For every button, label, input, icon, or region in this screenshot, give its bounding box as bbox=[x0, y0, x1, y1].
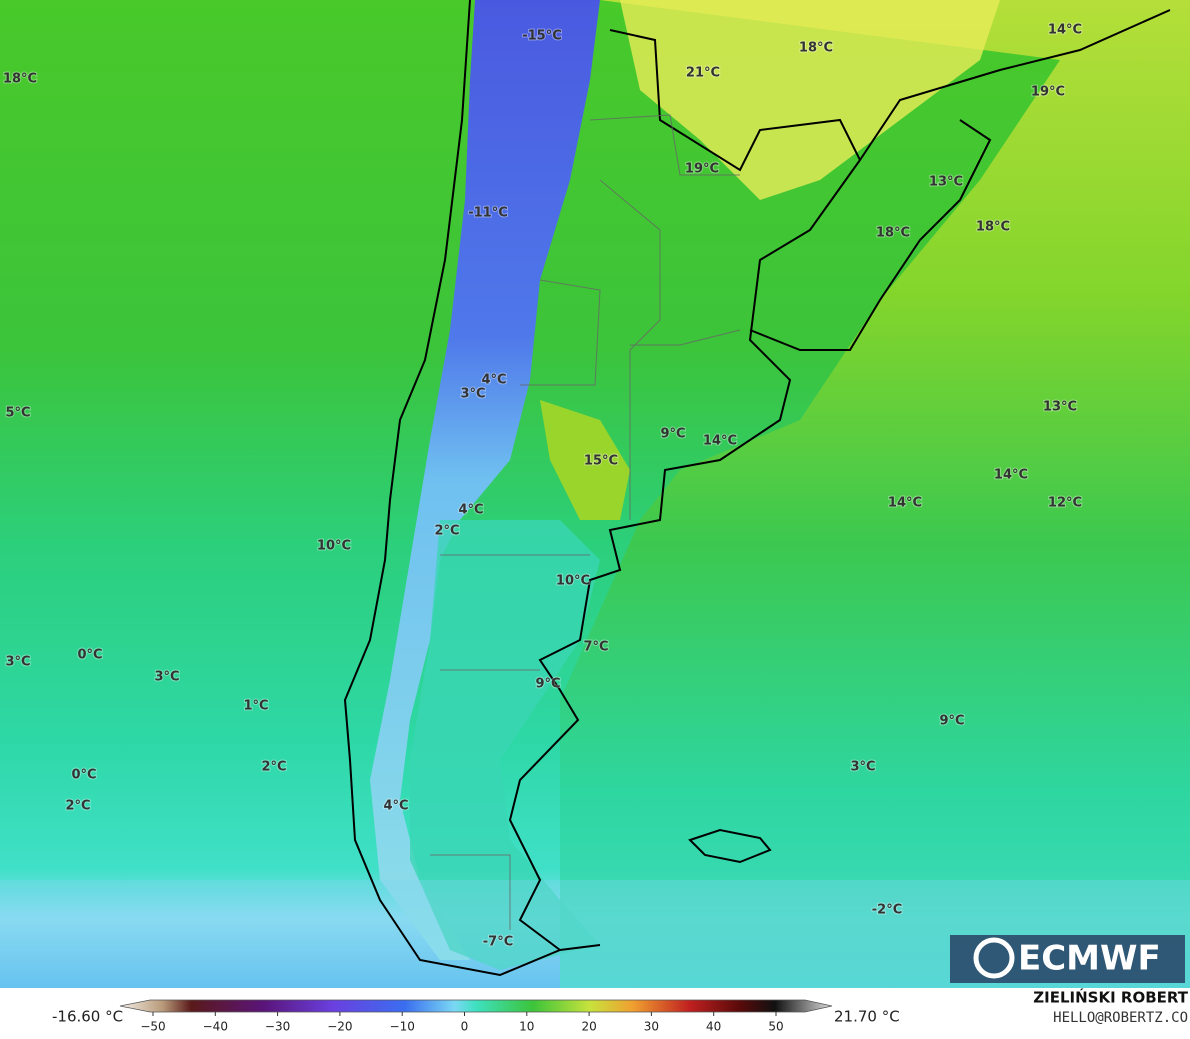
temperature-label: 9°C bbox=[535, 677, 560, 692]
temperature-label: 0°C bbox=[71, 768, 96, 783]
temperature-label: 10°C bbox=[556, 574, 590, 589]
colorbar-tick-label: 50 bbox=[768, 1020, 783, 1034]
colorbar-tick-label: 40 bbox=[706, 1020, 721, 1034]
temperature-label: 19°C bbox=[1031, 85, 1065, 100]
temperature-label: 0°C bbox=[77, 648, 102, 663]
temperature-label: 21°C bbox=[686, 66, 720, 81]
temperature-label: 7°C bbox=[583, 640, 608, 655]
temperature-label: 18°C bbox=[876, 226, 910, 241]
colorbar-tick-label: −40 bbox=[203, 1020, 228, 1034]
colorbar: -16.60 °C 21.70 °C ZIELIŃSKI ROBERT HELL… bbox=[0, 988, 1190, 1035]
colorbar-tick-label: 0 bbox=[461, 1020, 469, 1034]
east-region bbox=[560, 0, 1190, 988]
temperature-label: -15°C bbox=[522, 29, 562, 44]
temperature-label: 4°C bbox=[383, 799, 408, 814]
temperature-label: 14°C bbox=[703, 434, 737, 449]
temperature-label: -7°C bbox=[483, 935, 513, 950]
logo-text: ECMWF bbox=[1018, 939, 1161, 979]
warm-region bbox=[620, 0, 1000, 200]
temperature-label: 3°C bbox=[5, 655, 30, 670]
temperature-label: 4°C bbox=[481, 373, 506, 388]
map bbox=[0, 0, 1190, 988]
temperature-label: 14°C bbox=[994, 468, 1028, 483]
temperature-label: 14°C bbox=[888, 496, 922, 511]
temperature-labels: -15°C 18°C 14°C 21°C 18°C 19°C 19°C 13°C -11°C 18… bbox=[2, 22, 1083, 951]
colorbar-tick-label: −30 bbox=[265, 1020, 290, 1034]
temperature-label: 19°C bbox=[685, 162, 719, 177]
temperature-label: 4°C bbox=[458, 503, 483, 518]
warm-patch bbox=[540, 400, 630, 520]
colorbar-min: -16.60 °C bbox=[52, 1008, 123, 1026]
temperature-label: 9°C bbox=[660, 427, 685, 442]
temperature-label: 15°C bbox=[584, 454, 618, 469]
credit-name: ZIELIŃSKI ROBERT bbox=[1033, 988, 1188, 1007]
patagonia bbox=[410, 520, 600, 970]
credit-contact: HELLO@ROBERTZ.CO bbox=[1053, 1010, 1188, 1026]
colorbar-max: 21.70 °C bbox=[834, 1008, 900, 1026]
borders bbox=[430, 114, 741, 930]
temperature-label: 3°C bbox=[850, 760, 875, 775]
colorbar-tick-label: −50 bbox=[140, 1020, 165, 1034]
temperature-label: 2°C bbox=[261, 760, 286, 775]
temperature-label: 12°C bbox=[1048, 496, 1082, 511]
colorbar-strip bbox=[119, 999, 833, 1013]
colorbar-tick-label: 10 bbox=[519, 1020, 534, 1034]
temperature-label: 18°C bbox=[976, 220, 1010, 235]
temperature-label: 2°C bbox=[65, 799, 90, 814]
colorbar-tick-label: 30 bbox=[644, 1020, 659, 1034]
falklands bbox=[688, 828, 772, 864]
logo-icon bbox=[973, 937, 1015, 979]
andes bbox=[370, 0, 600, 960]
argentina-coast bbox=[508, 29, 862, 951]
temperature-label: 9°C bbox=[939, 714, 964, 729]
temperature-label: 3°C bbox=[460, 387, 485, 402]
brazil-coast bbox=[749, 9, 1171, 351]
chile-coast bbox=[343, 0, 601, 977]
temperature-label: 18°C bbox=[3, 72, 37, 87]
colorbar-tick-label: 20 bbox=[581, 1020, 596, 1034]
temperature-label: 3°C bbox=[154, 670, 179, 685]
temperature-label: 18°C bbox=[799, 41, 833, 56]
temperature-label: 10°C bbox=[317, 539, 351, 554]
colorbar-tick-label: −20 bbox=[327, 1020, 352, 1034]
colorbar-tick-label: −10 bbox=[390, 1020, 415, 1034]
province-borders bbox=[430, 114, 741, 930]
temperature-label: -11°C bbox=[468, 206, 508, 221]
temperature-label: -2°C bbox=[872, 903, 902, 918]
ecmwf-logo: ECMWF bbox=[950, 935, 1185, 983]
temperature-label: 14°C bbox=[1048, 23, 1082, 38]
temperature-label: 5°C bbox=[5, 406, 30, 421]
temperature-label: 1°C bbox=[243, 699, 268, 714]
temperature-label: 13°C bbox=[929, 175, 963, 190]
coastlines bbox=[343, 0, 1171, 977]
temperature-label: 2°C bbox=[434, 524, 459, 539]
temperature-label: 13°C bbox=[1043, 400, 1077, 415]
